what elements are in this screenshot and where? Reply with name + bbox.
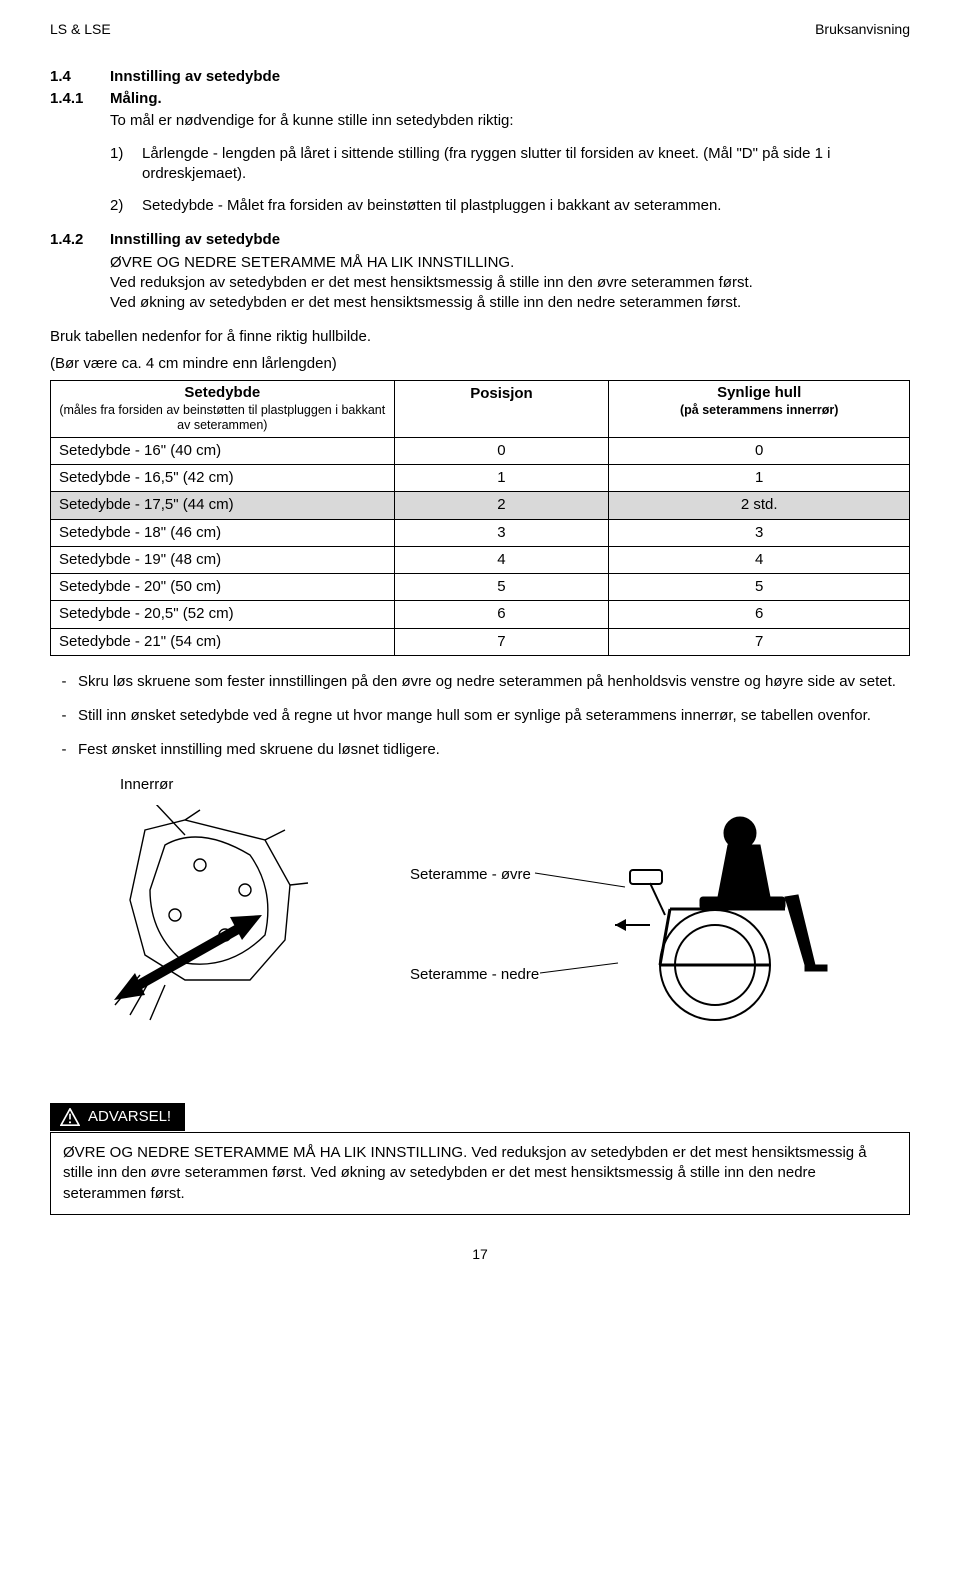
cell-setedybde: Setedybde - 18" (46 cm): [51, 519, 395, 546]
page-header: LS & LSE Bruksanvisning: [50, 20, 910, 39]
cell-posisjon: 5: [394, 574, 609, 601]
header-left: LS & LSE: [50, 20, 111, 39]
cell-synlige-hull: 2 std.: [609, 492, 910, 519]
table-row: Setedybde - 21" (54 cm)77: [51, 628, 910, 655]
table-row: Setedybde - 16" (40 cm)00: [51, 437, 910, 464]
cell-posisjon: 4: [394, 546, 609, 573]
cell-posisjon: 6: [394, 601, 609, 628]
th-main: Synlige hull: [717, 384, 801, 401]
table-row: Setedybde - 18" (46 cm)33: [51, 519, 910, 546]
cell-synlige-hull: 5: [609, 574, 910, 601]
table-row: Setedybde - 16,5" (42 cm)11: [51, 465, 910, 492]
table-row: Setedybde - 20" (50 cm)55: [51, 574, 910, 601]
list-marker: 2): [110, 196, 142, 216]
cell-setedybde: Setedybde - 19" (48 cm): [51, 546, 395, 573]
th-main: Setedybde: [184, 384, 260, 401]
figure-diagram: Innerrør Seteramme - øvre Seteramme - ne…: [90, 775, 910, 1075]
setedybde-table: Setedybde (måles fra forsiden av beinstø…: [50, 380, 910, 656]
subsection-number: 1.4.2: [50, 230, 110, 250]
cell-posisjon: 3: [394, 519, 609, 546]
cell-synlige-hull: 7: [609, 628, 910, 655]
table-row: Setedybde - 19" (48 cm)44: [51, 546, 910, 573]
list-item-1: 1) Lårlengde - lengden på låret i sitten…: [110, 144, 910, 185]
cell-setedybde: Setedybde - 20" (50 cm): [51, 574, 395, 601]
table-row: Setedybde - 17,5" (44 cm)22 std.: [51, 492, 910, 519]
table-header-2: Posisjon: [394, 380, 609, 437]
table-row: Setedybde - 20,5" (52 cm)66: [51, 601, 910, 628]
body-line: Ved økning av setedybden er det mest hen…: [110, 293, 910, 313]
warning-icon: [60, 1108, 80, 1126]
table-intro-1: Bruk tabellen nedenfor for å finne rikti…: [50, 327, 910, 347]
section-title: Innstilling av setedybde: [110, 67, 280, 87]
dash-item: - Still inn ønsket setedybde ved å regne…: [50, 706, 910, 726]
warning-text: ØVRE OG NEDRE SETERAMME MÅ HA LIK INNSTI…: [63, 1144, 867, 1202]
cell-synlige-hull: 3: [609, 519, 910, 546]
dash-text: Skru løs skruene som fester innstillinge…: [78, 672, 910, 692]
table-intro-2: (Bør være ca. 4 cm mindre enn lårlengden…: [50, 354, 910, 374]
cell-setedybde: Setedybde - 16" (40 cm): [51, 437, 395, 464]
cell-synlige-hull: 0: [609, 437, 910, 464]
subsection-title: Innstilling av setedybde: [110, 230, 280, 250]
cell-synlige-hull: 4: [609, 546, 910, 573]
subsection-number: 1.4.1: [50, 89, 110, 109]
cell-posisjon: 7: [394, 628, 609, 655]
warning-header: ADVARSEL!: [50, 1103, 185, 1131]
th-sub: (på seterammens innerrør): [617, 403, 901, 419]
subsection-title: Måling.: [110, 89, 162, 109]
dash-text: Fest ønsket innstilling med skruene du l…: [78, 740, 910, 760]
cell-synlige-hull: 6: [609, 601, 910, 628]
dash-item: - Skru løs skruene som fester innstillin…: [50, 672, 910, 692]
wheelchair-illustration: [610, 815, 840, 1035]
list-marker: 1): [110, 144, 142, 185]
dash-text: Still inn ønsket setedybde ved å regne u…: [78, 706, 910, 726]
header-right: Bruksanvisning: [815, 20, 910, 39]
dash-marker: -: [50, 706, 78, 726]
dash-marker: -: [50, 672, 78, 692]
dash-marker: -: [50, 740, 78, 760]
list-item-2: 2) Setedybde - Målet fra forsiden av bei…: [110, 196, 910, 216]
list-text: Setedybde - Målet fra forsiden av beinst…: [142, 196, 910, 216]
cell-posisjon: 1: [394, 465, 609, 492]
table-header-1: Setedybde (måles fra forsiden av beinstø…: [51, 380, 395, 437]
warning-label: ADVARSEL!: [88, 1107, 171, 1127]
list-text: Lårlengde - lengden på låret i sittende …: [142, 144, 910, 185]
table-header-3: Synlige hull (på seterammens innerrør): [609, 380, 910, 437]
body-line: Ved reduksjon av setedybden er det mest …: [110, 273, 910, 293]
section-number: 1.4: [50, 67, 110, 87]
dash-item: - Fest ønsket innstilling med skruene du…: [50, 740, 910, 760]
leader-lines: [390, 815, 630, 1015]
cell-posisjon: 0: [394, 437, 609, 464]
th-sub: (måles fra forsiden av beinstøtten til p…: [59, 403, 386, 434]
warning-box: ØVRE OG NEDRE SETERAMME MÅ HA LIK INNSTI…: [50, 1132, 910, 1215]
cell-synlige-hull: 1: [609, 465, 910, 492]
mechanism-illustration: [90, 805, 370, 1035]
emphasis-line: ØVRE OG NEDRE SETERAMME MÅ HA LIK INNSTI…: [110, 253, 910, 273]
cell-setedybde: Setedybde - 17,5" (44 cm): [51, 492, 395, 519]
cell-setedybde: Setedybde - 20,5" (52 cm): [51, 601, 395, 628]
cell-posisjon: 2: [394, 492, 609, 519]
page-number: 17: [50, 1245, 910, 1264]
figure-label-innerror: Innerrør: [120, 775, 173, 795]
cell-setedybde: Setedybde - 21" (54 cm): [51, 628, 395, 655]
intro-text: To mål er nødvendige for å kunne stille …: [110, 111, 910, 131]
cell-setedybde: Setedybde - 16,5" (42 cm): [51, 465, 395, 492]
